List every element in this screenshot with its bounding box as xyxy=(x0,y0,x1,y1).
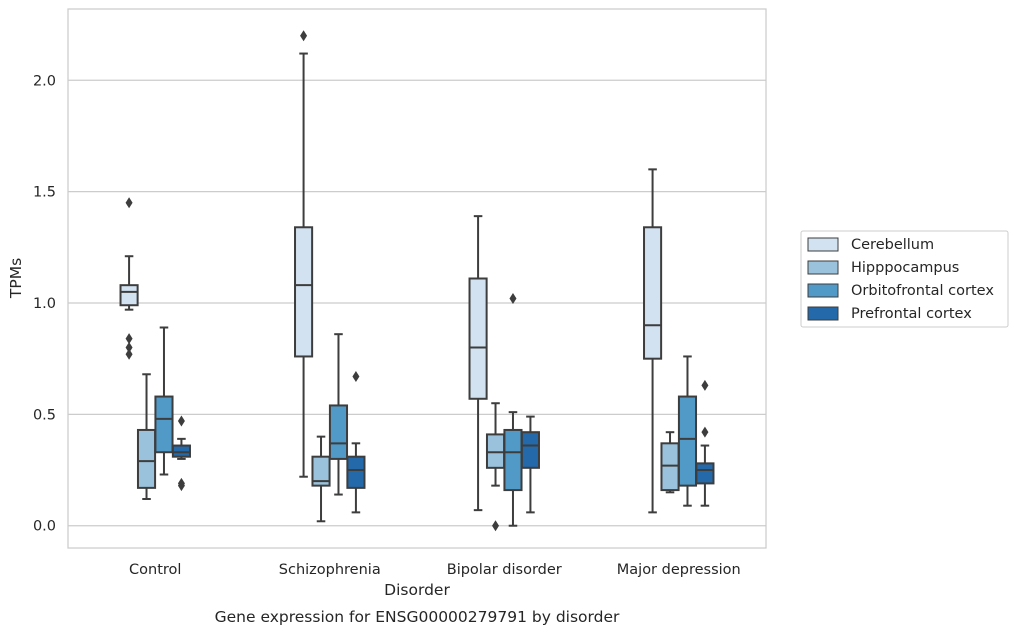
legend-swatch xyxy=(807,260,839,275)
box xyxy=(485,433,506,469)
outlier-point xyxy=(125,333,133,345)
box-group xyxy=(660,431,680,494)
box xyxy=(119,284,139,307)
box-group xyxy=(485,402,506,532)
x-tick-labels: Control Schizophrenia Bipolar disorder Majo… xyxy=(129,562,741,578)
box-group xyxy=(346,371,366,514)
y-tick-label: 0.5 xyxy=(33,407,56,423)
box-group xyxy=(520,415,540,514)
y-tick-labels: 0.0 0.5 1.0 1.5 2.0 xyxy=(33,73,56,534)
box xyxy=(171,444,191,458)
box-group xyxy=(643,168,663,514)
box-group xyxy=(328,333,349,496)
outlier-point xyxy=(701,379,709,391)
outlier-point xyxy=(701,426,709,438)
outlier-point xyxy=(177,415,185,427)
legend-label: Prefrontal cortex xyxy=(851,306,972,322)
x-tick-label: Bipolar disorder xyxy=(447,562,562,578)
box-group xyxy=(136,373,157,500)
legend-swatch xyxy=(807,306,839,321)
box-group xyxy=(311,435,331,523)
outlier-point xyxy=(125,342,133,354)
box xyxy=(677,395,698,487)
box-group xyxy=(119,197,139,360)
box-group xyxy=(695,379,715,507)
y-tick-label: 2.0 xyxy=(33,73,56,89)
box xyxy=(503,428,523,492)
outlier-point xyxy=(300,30,308,42)
box xyxy=(294,226,314,358)
box xyxy=(154,395,174,454)
box xyxy=(468,277,488,400)
box-group xyxy=(468,215,488,512)
chart-caption: Gene expression for ENSG00000279791 by d… xyxy=(215,608,620,626)
outlier-point xyxy=(492,520,500,532)
box xyxy=(695,462,715,485)
y-tick-label: 1.5 xyxy=(33,185,56,201)
legend-swatch xyxy=(807,237,839,252)
box xyxy=(346,455,366,489)
legend-swatch xyxy=(807,283,839,298)
outlier-point xyxy=(125,197,133,209)
legend-label: Cerebellum xyxy=(851,237,934,253)
x-axis-label: Disorder xyxy=(384,581,450,599)
boxes xyxy=(119,30,715,532)
x-tick-label: Major depression xyxy=(617,562,741,578)
legend-label: Orbitofrontal cortex xyxy=(851,283,994,299)
x-tick-label: Control xyxy=(129,562,181,578)
outlier-point xyxy=(509,293,517,305)
box-group xyxy=(294,30,314,478)
y-tick-label: 1.0 xyxy=(33,296,56,312)
outlier-point xyxy=(352,371,360,382)
y-tick-label: 0.0 xyxy=(33,519,56,535)
box-group xyxy=(677,355,698,507)
box xyxy=(520,431,540,469)
plot-frame xyxy=(67,8,767,549)
outlier-point xyxy=(177,480,185,492)
legend-label: Hipppocampus xyxy=(851,260,959,276)
box xyxy=(311,455,331,487)
box-group xyxy=(171,415,191,492)
legend: Cerebellum Hipppocampus Orbitofrontal cort… xyxy=(800,230,1009,328)
box xyxy=(643,226,663,360)
box xyxy=(136,428,157,489)
box-group xyxy=(154,326,174,476)
y-axis-label: TPMs xyxy=(7,258,25,299)
x-tick-label: Schizophrenia xyxy=(279,562,381,578)
legend-frame xyxy=(800,230,1009,328)
box xyxy=(660,442,680,492)
outlier-point xyxy=(125,348,133,360)
box xyxy=(328,404,349,460)
